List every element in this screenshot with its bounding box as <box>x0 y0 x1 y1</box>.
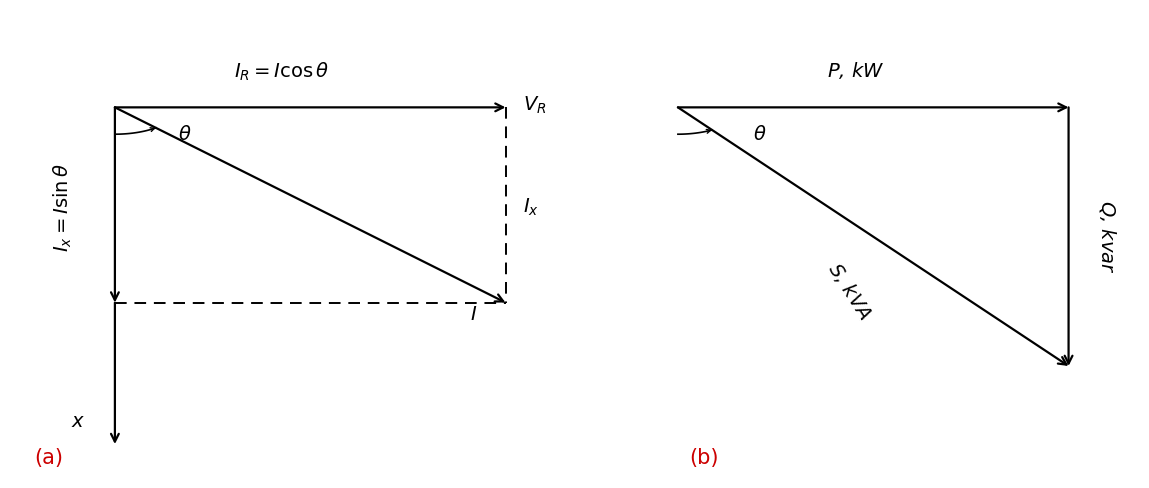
Text: $I$: $I$ <box>470 305 477 324</box>
Text: (b): (b) <box>689 448 719 468</box>
Text: $I_R = I\cos\theta$: $I_R = I\cos\theta$ <box>234 61 329 83</box>
Text: $\theta$: $\theta$ <box>178 125 192 143</box>
Text: $S$, kVA: $S$, kVA <box>824 259 877 324</box>
Text: $V_R$: $V_R$ <box>523 94 546 116</box>
Text: $I_x = I\sin\theta$: $I_x = I\sin\theta$ <box>52 163 75 252</box>
Text: $I_x$: $I_x$ <box>523 197 539 218</box>
Text: (a): (a) <box>34 448 63 468</box>
Text: $x$: $x$ <box>71 412 85 431</box>
Text: $\theta$: $\theta$ <box>753 125 766 143</box>
Text: $P$, kW: $P$, kW <box>827 60 885 81</box>
Text: $Q$, kvar: $Q$, kvar <box>1097 200 1118 273</box>
